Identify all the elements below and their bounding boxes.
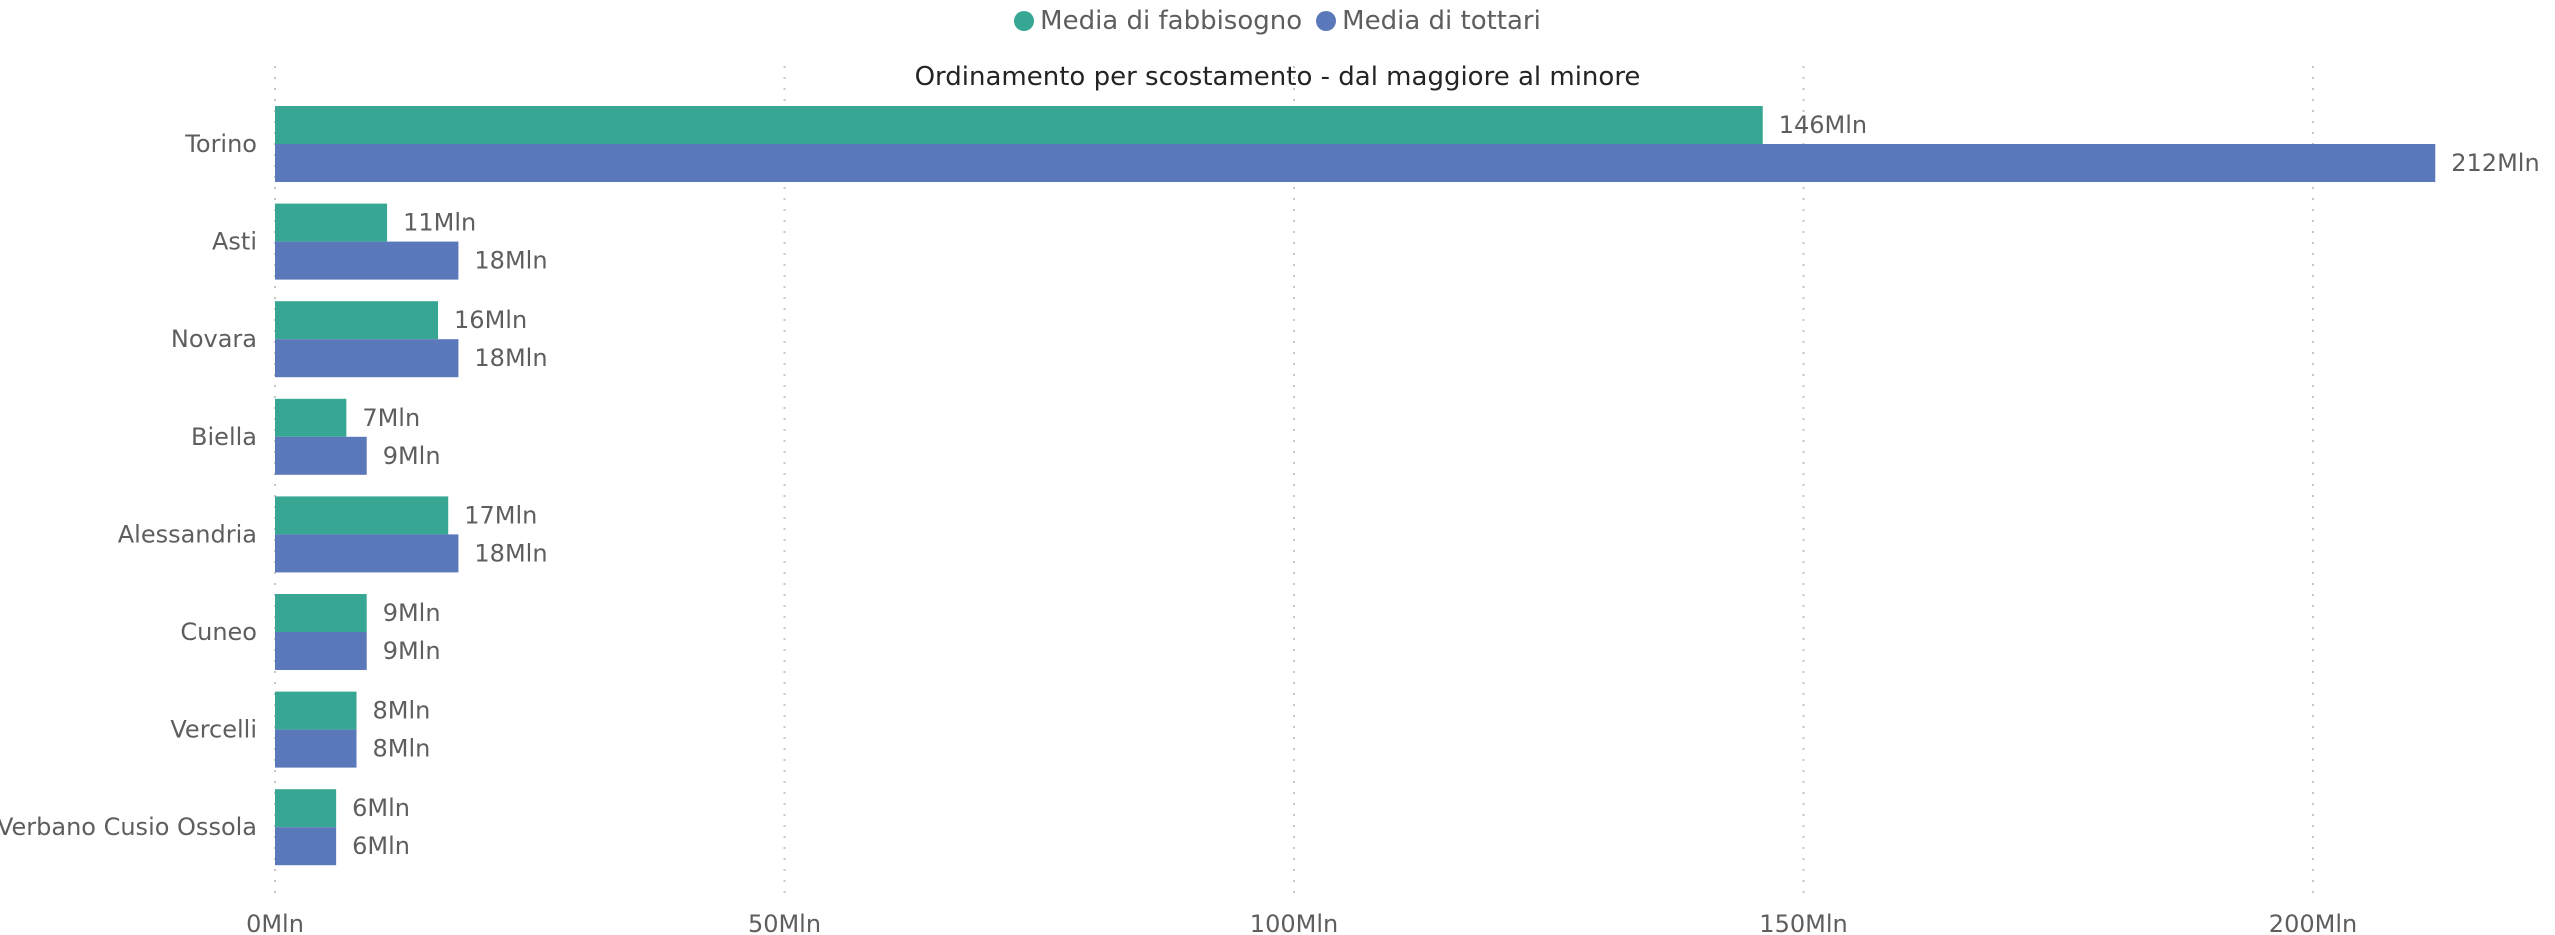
bar-tottari (275, 632, 367, 670)
bar-tottari (275, 729, 357, 768)
x-tick-label: 50Mln (748, 910, 821, 935)
bar-fabbisogno (275, 594, 367, 632)
data-label: 146Mln (1779, 111, 1867, 139)
bar-tottari (275, 144, 2436, 182)
data-label: 212Mln (2451, 149, 2539, 177)
bar-tottari (275, 241, 459, 280)
x-tick-label: 150Mln (1759, 910, 1847, 935)
bar-tottari (275, 534, 459, 573)
legend-label-fabbisogno: Media di fabbisogno (1040, 6, 1303, 36)
bar-tottari (275, 827, 337, 866)
bar-tottari (275, 436, 367, 475)
data-label: 6Mln (352, 794, 410, 822)
legend-item-fabbisogno[interactable]: Media di fabbisogno (1014, 6, 1302, 36)
bar-fabbisogno (275, 301, 439, 340)
y-category-label: Asti (212, 228, 257, 256)
legend-label-tottari: Media di tottari (1342, 6, 1541, 36)
bar-tottari (275, 339, 459, 378)
bar-fabbisogno (275, 398, 347, 437)
bar-fabbisogno (275, 106, 1763, 144)
data-label: 18Mln (474, 344, 547, 372)
y-category-label: Verbano Cusio Ossola (0, 813, 257, 841)
data-label: 8Mln (373, 735, 431, 763)
y-category-label: Cuneo (180, 618, 257, 646)
chart-title: Ordinamento per scostamento - dal maggio… (914, 62, 1641, 92)
data-label: 17Mln (464, 501, 537, 529)
x-tick-label: 100Mln (1250, 910, 1338, 935)
y-category-label: Alessandria (118, 520, 257, 548)
bar-fabbisogno (275, 691, 357, 730)
data-label: 9Mln (383, 637, 441, 665)
data-label: 18Mln (474, 247, 547, 275)
data-label: 16Mln (454, 306, 527, 334)
data-label: 9Mln (383, 442, 441, 470)
bar-fabbisogno (275, 789, 337, 828)
data-label: 6Mln (352, 832, 410, 860)
legend-marker-fabbisogno (1014, 11, 1035, 31)
x-tick-label: 200Mln (2269, 910, 2357, 935)
bar-fabbisogno (275, 496, 449, 535)
bar-fabbisogno (275, 203, 388, 242)
legend-item-tottari[interactable]: Media di tottari (1316, 6, 1541, 36)
legend-marker-tottari (1316, 11, 1337, 31)
data-label: 9Mln (383, 599, 441, 627)
data-label: 18Mln (474, 539, 547, 567)
data-label: 8Mln (373, 697, 431, 725)
y-category-label: Biella (191, 423, 257, 451)
x-tick-label: 0Mln (246, 910, 304, 935)
y-category-label: Torino (184, 130, 257, 158)
y-category-label: Vercelli (170, 716, 257, 744)
y-category-label: Novara (171, 325, 257, 353)
legend: Media di fabbisogno Media di tottari (0, 6, 2555, 36)
data-label: 7Mln (362, 404, 420, 432)
data-label: 11Mln (403, 209, 476, 237)
